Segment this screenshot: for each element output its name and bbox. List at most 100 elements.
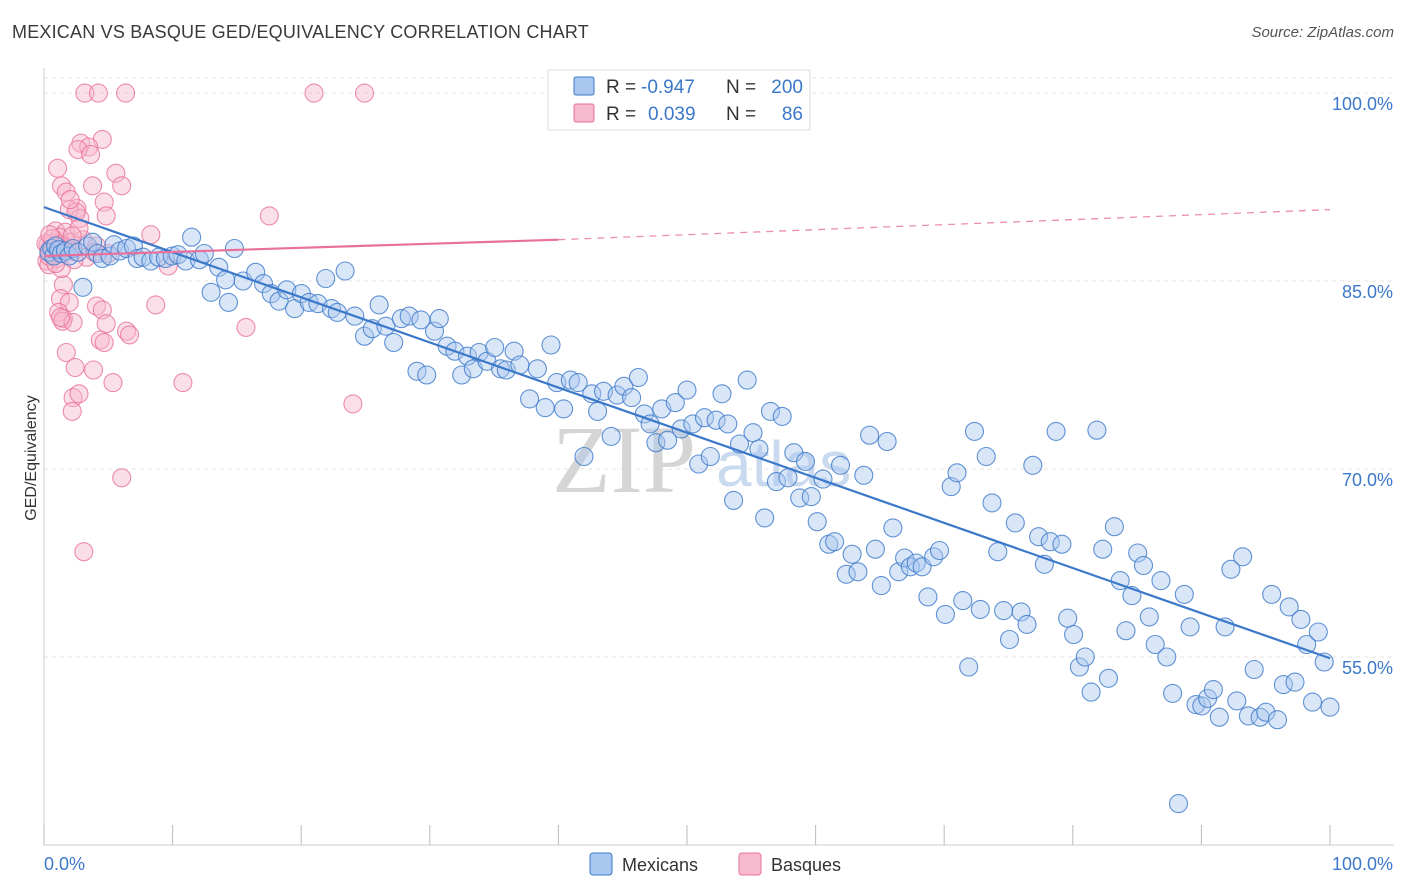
legend: R = -0.947 N = 200 R = 0.039 N = 86 — [547, 69, 811, 131]
trend-line-basques-extrapolated — [558, 208, 1331, 241]
mexicans-point-30 — [194, 243, 214, 264]
basques-point-66 — [62, 401, 82, 421]
mexicans-point-82 — [568, 373, 588, 393]
mexicans-point-121 — [807, 512, 827, 532]
basques-point-59 — [56, 342, 76, 363]
basques-point-69 — [74, 542, 94, 562]
x-tick-labels: 0.0% 100.0% — [44, 854, 1393, 874]
x-tick-label-min: 0.0% — [44, 854, 85, 874]
mexicans-point-102 — [694, 408, 715, 428]
mexicans-point-185 — [1180, 617, 1200, 637]
mexicans-point-129 — [854, 465, 874, 485]
mexicans-point-76 — [527, 359, 547, 379]
mexicans-point-198 — [1256, 702, 1276, 722]
bottom-legend-mexicans: Mexicans — [622, 855, 698, 875]
mexicans-point-98 — [671, 419, 691, 439]
mexicans-point-183 — [1168, 794, 1189, 814]
mexicans-point-53 — [369, 295, 389, 315]
mexicans-point-101 — [689, 454, 709, 474]
basques-point-45 — [86, 296, 107, 316]
mexicans-point-158 — [1023, 455, 1043, 475]
mexicans-point-181 — [1157, 647, 1177, 667]
mexicans-point-148 — [964, 421, 985, 441]
mexicans-point-49 — [335, 261, 355, 281]
mexicans-point-77 — [535, 398, 555, 418]
series-basques-points — [36, 83, 375, 562]
mexicans-point-4 — [49, 240, 69, 260]
mexicans-point-169 — [1087, 420, 1107, 440]
legend-swatch-mexicans — [573, 76, 595, 96]
mexicans-point-103 — [700, 446, 720, 467]
mexicans-point-96 — [658, 430, 678, 450]
mexicans-point-114 — [766, 472, 786, 492]
y-axis-title: GED/Equivalency — [23, 395, 40, 520]
basques-point-10 — [48, 158, 68, 178]
mexicans-point-184 — [1174, 584, 1194, 604]
mexicans-point-128 — [848, 562, 868, 582]
bottom-legend-basques: Basques — [771, 855, 841, 875]
basques-point-60 — [65, 357, 85, 378]
mexicans-point-116 — [778, 468, 798, 488]
chart-title: MEXICAN VS BASQUE GED/EQUIVALENCY CORREL… — [12, 22, 589, 42]
axes — [43, 68, 1394, 846]
mexicans-point-115 — [772, 406, 792, 426]
mexicans-point-127 — [842, 544, 862, 564]
mexicans-point-125 — [830, 455, 851, 475]
mexicans-point-104 — [706, 410, 726, 430]
mexicans-point-166 — [1069, 657, 1089, 677]
legend-r-value-2: 0.039 — [648, 104, 696, 125]
mexicans-point-174 — [1116, 621, 1136, 641]
basques-point-62 — [103, 373, 123, 393]
mexicans-point-122 — [813, 469, 833, 489]
mexicans-point-56 — [391, 309, 411, 329]
mexicans-point-119 — [795, 451, 816, 472]
basques-point-21 — [259, 206, 279, 226]
source-label: Source: ZipAtlas.com — [1251, 24, 1394, 41]
mexicans-point-132 — [871, 576, 891, 596]
legend-r-label-2: R = — [606, 104, 636, 125]
basques-point-72 — [60, 190, 80, 210]
bottom-legend-swatch-basques — [738, 852, 762, 876]
basques-point-0 — [75, 83, 95, 103]
mexicans-point-100 — [683, 414, 703, 434]
mexicans-point-97 — [665, 393, 685, 413]
mexicans-point-171 — [1098, 668, 1119, 688]
basques-point-1 — [88, 83, 108, 103]
mexicans-point-60 — [417, 365, 437, 385]
mexicans-point-164 — [1058, 608, 1078, 628]
mexicans-point-201 — [1273, 675, 1293, 695]
mexicans-point-177 — [1133, 555, 1154, 576]
basques-point-47 — [146, 295, 166, 315]
mexicans-point-81 — [560, 370, 580, 390]
basques-point-12 — [83, 176, 103, 196]
mexicans-point-203 — [1285, 672, 1305, 692]
basques-point-19 — [96, 206, 116, 226]
legend-r-value-1: -0.947 — [641, 77, 695, 98]
basques-point-68 — [112, 468, 132, 488]
trend-lines — [43, 206, 1331, 660]
mexicans-point-85 — [588, 401, 608, 421]
mexicans-point-138 — [906, 553, 926, 573]
mexicans-point-9 — [68, 242, 88, 262]
mexicans-point-190 — [1209, 707, 1229, 727]
basques-point-9 — [81, 144, 101, 165]
mexicans-point-170 — [1093, 539, 1113, 559]
mexicans-point-12 — [83, 232, 103, 252]
mexicans-point-75 — [520, 389, 540, 409]
mexicans-point-46 — [316, 268, 336, 289]
mexicans-point-149 — [970, 599, 990, 619]
mexicans-point-153 — [994, 601, 1014, 621]
mexicans-point-151 — [982, 493, 1002, 513]
mexicans-point-65 — [452, 365, 472, 385]
basques-point-56 — [94, 332, 114, 353]
mexicans-point-193 — [1227, 691, 1247, 711]
mexicans-point-165 — [1064, 624, 1084, 645]
mexicans-point-61 — [424, 321, 445, 341]
legend-n-label-1: N = — [726, 77, 756, 98]
legend-n-value-2: 86 — [782, 104, 803, 125]
mexicans-point-163 — [1052, 534, 1072, 554]
mexicans-point-34 — [218, 292, 239, 312]
legend-n-value-1: 200 — [771, 77, 803, 98]
mexicans-point-71 — [490, 359, 511, 379]
basques-point-63 — [173, 373, 193, 393]
